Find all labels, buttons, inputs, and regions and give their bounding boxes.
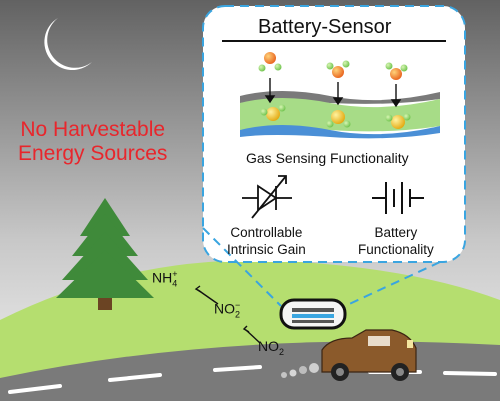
battery-icon bbox=[372, 182, 424, 214]
battery-label: Battery Functionality bbox=[358, 224, 434, 258]
variable-diode-icon bbox=[242, 175, 292, 219]
road-lane-markings bbox=[8, 365, 497, 394]
chem-arrows bbox=[194, 285, 261, 344]
connector-right bbox=[344, 261, 441, 307]
gas-molecule bbox=[326, 60, 350, 78]
gain-label: Controllable Intrinsic Gain bbox=[227, 224, 306, 258]
battery-label-line-2: Functionality bbox=[358, 242, 434, 257]
no2-minus-label: NO2− bbox=[214, 300, 241, 320]
adsorbed-molecules bbox=[260, 104, 411, 129]
battery-sensor-device-icon bbox=[279, 298, 347, 330]
no2-label: NO2 bbox=[258, 338, 285, 357]
nh4-label: NH4+ bbox=[152, 269, 178, 289]
headline: No Harvestable Energy Sources bbox=[18, 118, 167, 166]
tree-icon bbox=[56, 198, 154, 310]
gas-sensing-label: Gas Sensing Functionality bbox=[246, 150, 409, 166]
battery-label-line-1: Battery bbox=[374, 225, 418, 240]
gas-molecule bbox=[385, 62, 408, 80]
adsorption-arrows bbox=[264, 78, 402, 108]
gas-molecule bbox=[258, 52, 282, 72]
connector-left bbox=[202, 227, 282, 307]
headline-line-2: Energy Sources bbox=[18, 142, 168, 165]
gain-label-line-2: Intrinsic Gain bbox=[227, 242, 306, 257]
gain-label-line-1: Controllable bbox=[230, 225, 303, 240]
inset-title: Battery-Sensor bbox=[258, 16, 392, 38]
gas-molecules bbox=[258, 52, 408, 80]
headline-line-1: No Harvestable bbox=[20, 118, 166, 141]
car-icon bbox=[281, 329, 417, 381]
